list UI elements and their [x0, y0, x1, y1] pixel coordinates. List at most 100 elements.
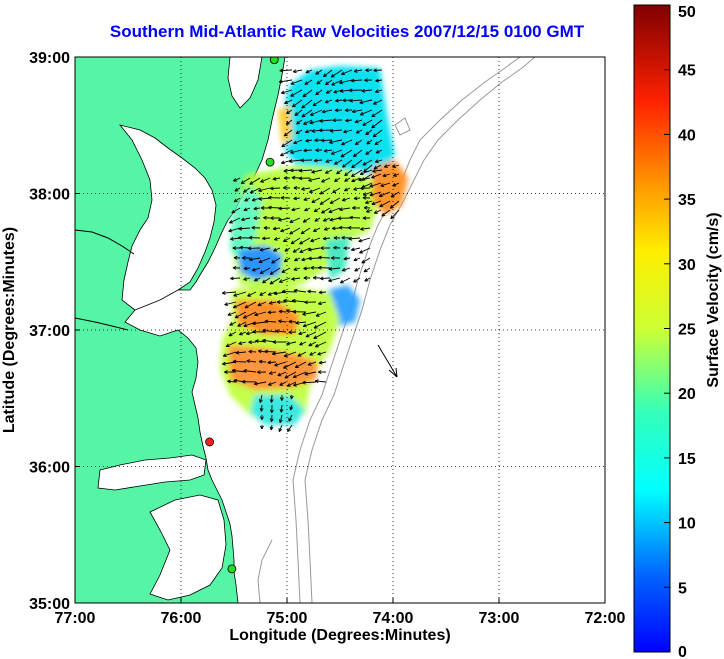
- velocity-vector-216: [308, 247, 321, 252]
- velocity-vector-149: [341, 197, 351, 202]
- velocity-vector-317: [315, 311, 327, 317]
- velocity-vector-400: [260, 424, 264, 430]
- velocity-vector-84: [323, 148, 333, 153]
- velocity-vector-16: [339, 79, 353, 85]
- velocity-vector-329: [239, 331, 247, 336]
- velocity-vector-12: [304, 79, 313, 85]
- velocity-vector-310: [243, 311, 257, 319]
- velocity-vector-131: [301, 187, 311, 191]
- velocity-vector-33: [312, 99, 323, 107]
- velocity-vector-362: [267, 360, 277, 365]
- velocity-vector-224: [249, 257, 261, 262]
- colorbar-tick-label-0: 0: [678, 644, 687, 659]
- x-tick-label-4: 73:00: [479, 610, 520, 627]
- velocity-vector-161: [321, 207, 331, 214]
- velocity-vector-397: [269, 414, 274, 423]
- velocity-vector-325: [295, 320, 307, 325]
- velocity-vector-172: [289, 217, 301, 223]
- velocity-region-central-west: [230, 185, 262, 260]
- velocity-vector-72: [305, 138, 313, 143]
- velocity-vector-270: [382, 173, 391, 178]
- x-tick-label-1: 76:00: [161, 610, 202, 627]
- velocity-vector-377: [317, 370, 327, 374]
- velocity-vector-52: [303, 119, 313, 125]
- velocity-vector-70: [281, 139, 293, 148]
- velocity-vector-251: [243, 277, 251, 281]
- velocity-vector-168: [253, 216, 261, 221]
- velocity-vector-371: [256, 370, 267, 375]
- velocity-vector-242: [293, 267, 301, 271]
- velocity-vector-77: [354, 139, 363, 146]
- velocity-vector-217: [320, 246, 331, 250]
- velocity-vector-78: [366, 139, 373, 145]
- velocity-vector-207: [358, 237, 371, 243]
- velocity-vector-125: [243, 187, 251, 193]
- velocity-vector-116: [291, 175, 301, 180]
- velocity-vector-376: [304, 371, 317, 376]
- velocity-vector-4: [322, 69, 333, 78]
- velocity-vector-234: [353, 257, 361, 262]
- velocity-vector-210: [247, 246, 261, 251]
- velocity-vector-321: [251, 321, 267, 326]
- velocity-vector-264: [363, 164, 373, 173]
- velocity-vector-387: [315, 379, 327, 384]
- velocity-vector-158: [291, 207, 301, 212]
- velocity-vector-5: [330, 69, 343, 78]
- velocity-vector-106: [344, 169, 353, 177]
- velocity-vector-198: [273, 237, 281, 241]
- velocity-vector-41: [294, 109, 303, 116]
- velocity-vector-386: [302, 380, 317, 385]
- velocity-vector-64: [318, 128, 333, 133]
- velocity-vector-88: [365, 149, 373, 155]
- velocity-vector-81: [290, 149, 303, 154]
- velocity-vector-326: [302, 321, 317, 328]
- velocity-vector-67: [355, 129, 363, 134]
- velocity-vector-262: [353, 277, 361, 283]
- velocity-vector-238: [251, 267, 261, 272]
- velocity-vector-289: [233, 291, 247, 297]
- velocity-vector-147: [319, 197, 331, 205]
- velocity-vector-226: [271, 257, 281, 264]
- velocity-vector-291: [259, 291, 267, 296]
- velocity-vector-89: [375, 149, 383, 154]
- velocity-vector-94: [325, 159, 333, 163]
- velocity-vector-353: [271, 351, 287, 356]
- velocity-vector-162: [328, 207, 341, 214]
- velocity-vector-2: [305, 69, 313, 74]
- velocity-vector-113: [260, 177, 271, 183]
- colorbar-tick-label-7: 35: [678, 192, 696, 209]
- x-tick-label-3: 74:00: [373, 610, 414, 627]
- velocity-vector-273: [369, 182, 382, 188]
- velocity-vector-46: [344, 108, 353, 113]
- velocity-vector-392: [259, 404, 264, 412]
- velocity-vector-346: [308, 341, 317, 347]
- velocity-region-northwest-edge: [278, 105, 292, 145]
- velocity-vector-119: [321, 177, 331, 183]
- velocity-vector-96: [342, 159, 353, 168]
- velocity-vector-294: [281, 289, 297, 294]
- velocity-vector-393: [269, 404, 274, 414]
- velocity-vector-65: [329, 128, 343, 133]
- colorbar-tick-label-9: 45: [678, 63, 696, 80]
- velocity-vector-315: [292, 309, 307, 314]
- velocity-vector-357: [317, 351, 327, 356]
- velocity-vector-211: [259, 247, 271, 252]
- velocity-vector-347: [314, 341, 327, 348]
- velocity-vector-228: [294, 257, 301, 262]
- velocity-vector-62: [304, 129, 313, 134]
- velocity-vector-102: [298, 168, 313, 173]
- velocity-vector-129: [283, 185, 291, 190]
- velocity-vector-366: [307, 361, 317, 366]
- velocity-vector-181: [238, 226, 251, 231]
- velocity-vector-144: [293, 196, 301, 201]
- velocity-vector-335: [298, 331, 307, 336]
- velocity-vector-279: [390, 191, 400, 198]
- velocity-vector-360: [246, 359, 257, 364]
- velocity-vector-331: [252, 329, 267, 334]
- velocity-vector-378: [227, 379, 237, 384]
- velocity-vector-18: [364, 78, 373, 83]
- velocity-vector-239: [259, 267, 271, 274]
- velocity-vector-19: [375, 78, 383, 83]
- velocity-vector-66: [343, 129, 353, 134]
- y-tick-label-4: 35:00: [29, 596, 70, 613]
